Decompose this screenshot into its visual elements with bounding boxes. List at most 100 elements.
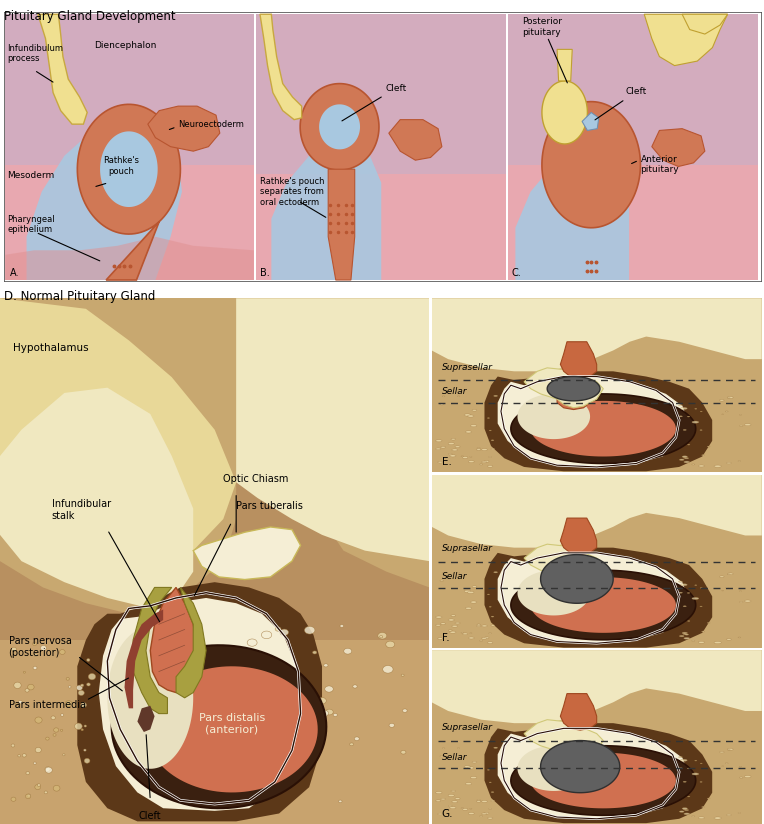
Polygon shape bbox=[329, 169, 354, 280]
Ellipse shape bbox=[440, 580, 443, 581]
Ellipse shape bbox=[401, 674, 404, 677]
Ellipse shape bbox=[435, 625, 441, 626]
Polygon shape bbox=[497, 553, 689, 644]
Ellipse shape bbox=[744, 424, 751, 426]
Ellipse shape bbox=[678, 581, 682, 583]
Text: Suprasellar: Suprasellar bbox=[442, 723, 493, 732]
Ellipse shape bbox=[438, 638, 442, 639]
Polygon shape bbox=[682, 14, 727, 34]
Polygon shape bbox=[511, 746, 696, 815]
Ellipse shape bbox=[86, 683, 90, 686]
Polygon shape bbox=[125, 610, 163, 709]
Polygon shape bbox=[531, 752, 676, 808]
Ellipse shape bbox=[89, 673, 96, 680]
Polygon shape bbox=[560, 694, 597, 730]
Ellipse shape bbox=[468, 592, 474, 593]
Ellipse shape bbox=[481, 813, 487, 815]
Ellipse shape bbox=[682, 808, 688, 809]
Ellipse shape bbox=[386, 641, 395, 648]
Ellipse shape bbox=[685, 457, 688, 459]
Ellipse shape bbox=[481, 638, 487, 639]
Ellipse shape bbox=[53, 728, 59, 733]
Polygon shape bbox=[557, 553, 590, 586]
Ellipse shape bbox=[11, 797, 16, 801]
Ellipse shape bbox=[698, 641, 704, 644]
Polygon shape bbox=[508, 14, 758, 165]
Ellipse shape bbox=[472, 586, 477, 588]
Polygon shape bbox=[77, 105, 180, 280]
Ellipse shape bbox=[34, 762, 36, 765]
Ellipse shape bbox=[714, 817, 721, 819]
Ellipse shape bbox=[487, 642, 493, 644]
Ellipse shape bbox=[442, 572, 445, 574]
Ellipse shape bbox=[305, 755, 312, 760]
Ellipse shape bbox=[45, 767, 50, 771]
Text: Posterior
pituitary: Posterior pituitary bbox=[522, 17, 562, 37]
Ellipse shape bbox=[25, 689, 29, 692]
Ellipse shape bbox=[692, 597, 699, 600]
Ellipse shape bbox=[324, 664, 328, 667]
Ellipse shape bbox=[477, 799, 481, 801]
Ellipse shape bbox=[468, 415, 474, 417]
Polygon shape bbox=[0, 298, 429, 824]
Ellipse shape bbox=[45, 767, 52, 773]
Ellipse shape bbox=[27, 794, 31, 797]
Ellipse shape bbox=[484, 461, 489, 462]
Ellipse shape bbox=[472, 410, 477, 411]
Ellipse shape bbox=[684, 813, 690, 815]
Polygon shape bbox=[557, 49, 572, 81]
Ellipse shape bbox=[60, 729, 63, 732]
Ellipse shape bbox=[265, 786, 271, 791]
Polygon shape bbox=[256, 14, 507, 280]
Ellipse shape bbox=[312, 651, 317, 654]
Text: Pars distalis
(anterior): Pars distalis (anterior) bbox=[199, 714, 265, 735]
Ellipse shape bbox=[679, 768, 682, 769]
Ellipse shape bbox=[63, 754, 65, 756]
Ellipse shape bbox=[435, 448, 441, 450]
Ellipse shape bbox=[477, 449, 481, 451]
Ellipse shape bbox=[305, 626, 315, 634]
Ellipse shape bbox=[452, 449, 458, 451]
Ellipse shape bbox=[25, 794, 31, 798]
Polygon shape bbox=[644, 14, 727, 66]
Ellipse shape bbox=[338, 800, 342, 803]
Ellipse shape bbox=[678, 405, 682, 406]
Ellipse shape bbox=[692, 421, 699, 424]
Ellipse shape bbox=[403, 709, 407, 713]
Polygon shape bbox=[300, 83, 379, 170]
Ellipse shape bbox=[78, 691, 84, 695]
Ellipse shape bbox=[40, 645, 47, 651]
Ellipse shape bbox=[701, 631, 705, 632]
Polygon shape bbox=[531, 577, 676, 633]
Text: Sellar: Sellar bbox=[442, 572, 467, 581]
Ellipse shape bbox=[471, 424, 477, 427]
Ellipse shape bbox=[380, 635, 383, 638]
Ellipse shape bbox=[462, 808, 468, 810]
Polygon shape bbox=[99, 598, 300, 811]
Ellipse shape bbox=[727, 748, 733, 751]
Ellipse shape bbox=[81, 728, 83, 731]
Ellipse shape bbox=[481, 800, 487, 803]
Ellipse shape bbox=[477, 447, 481, 449]
Ellipse shape bbox=[80, 702, 86, 708]
Ellipse shape bbox=[435, 792, 442, 794]
Ellipse shape bbox=[455, 446, 460, 447]
Ellipse shape bbox=[14, 682, 21, 689]
Ellipse shape bbox=[679, 811, 684, 812]
Ellipse shape bbox=[727, 396, 733, 399]
Polygon shape bbox=[432, 475, 762, 548]
Ellipse shape bbox=[319, 710, 329, 717]
Text: Pars tuberalis: Pars tuberalis bbox=[236, 500, 303, 511]
Text: Pituitary Gland Development: Pituitary Gland Development bbox=[4, 10, 176, 23]
Ellipse shape bbox=[491, 792, 494, 793]
Text: Rathke's
pouch: Rathke's pouch bbox=[103, 157, 139, 176]
Polygon shape bbox=[256, 14, 507, 174]
Ellipse shape bbox=[487, 466, 493, 467]
Ellipse shape bbox=[468, 767, 474, 769]
Ellipse shape bbox=[725, 763, 728, 764]
Ellipse shape bbox=[681, 407, 688, 410]
Ellipse shape bbox=[448, 630, 452, 631]
Ellipse shape bbox=[740, 425, 743, 426]
Polygon shape bbox=[557, 728, 590, 761]
Ellipse shape bbox=[284, 696, 286, 699]
